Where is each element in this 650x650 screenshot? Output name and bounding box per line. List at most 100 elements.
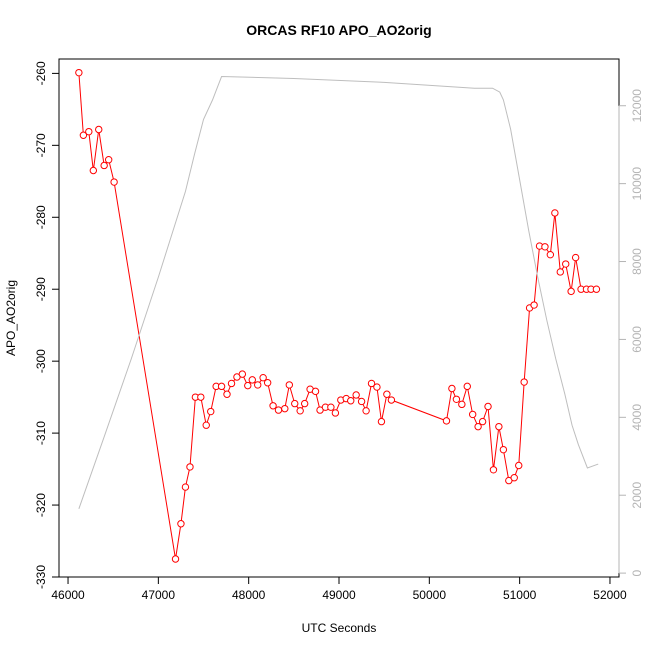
data-point: [259, 374, 267, 382]
data-point: [468, 410, 477, 419]
data-point: [442, 417, 451, 425]
data-point: [85, 127, 93, 136]
data-point: [510, 474, 518, 482]
data-point: [254, 381, 262, 389]
y-tick-label: -270: [34, 133, 48, 157]
data-point: [448, 384, 456, 393]
y-tick-label: -290: [34, 277, 48, 301]
data-point: [562, 260, 570, 268]
data-point: [463, 382, 471, 391]
y-tick-label: -330: [34, 565, 48, 589]
data-point: [495, 422, 503, 431]
data-point: [478, 417, 487, 426]
data-point: [186, 463, 194, 471]
data-point: [556, 268, 564, 276]
data-point: [347, 397, 355, 405]
y-axis-label: APO_AO2orig: [4, 280, 18, 356]
data-point: [274, 406, 283, 414]
series-layer: [75, 68, 601, 563]
x-tick-label: 46000: [51, 588, 85, 602]
data-point: [352, 391, 360, 399]
data-point: [452, 395, 461, 403]
data-point: [263, 379, 272, 387]
data-point: [79, 131, 88, 139]
data-point: [110, 178, 118, 186]
chart-title: ORCAS RF10 APO_AO2orig: [246, 22, 431, 38]
data-point: [238, 370, 247, 378]
data-point: [541, 243, 549, 251]
data-point: [546, 250, 555, 259]
data-point: [515, 461, 523, 470]
data-point: [171, 555, 180, 563]
x-tick-label: 50000: [413, 588, 447, 602]
x-tick-label: 49000: [322, 588, 356, 602]
data-point: [331, 409, 340, 417]
data-point: [207, 407, 215, 416]
y2-tick-label: 2000: [630, 482, 644, 509]
data-point: [362, 407, 370, 415]
y-tick-label: -300: [34, 349, 48, 373]
data-point: [300, 399, 309, 408]
y-axis-right: 0 2000 4000 6000 8000 10000 12000: [618, 89, 644, 576]
y2-tick-label: 8000: [630, 248, 644, 275]
data-point: [592, 285, 601, 293]
data-point: [551, 209, 559, 217]
data-point: [89, 166, 98, 175]
data-point: [244, 381, 252, 390]
data-point: [567, 287, 575, 296]
data-point: [520, 378, 528, 386]
data-point: [311, 387, 320, 396]
x-axis-label: UTC Seconds: [302, 621, 377, 635]
y2-tick-label: 12000: [630, 89, 644, 123]
data-point: [367, 379, 376, 388]
x-axis: 46000 47000 48000 49000 50000 51000 52000: [51, 576, 627, 602]
data-point: [387, 396, 396, 404]
y-tick-label: -310: [34, 421, 48, 445]
x-tick-label: 48000: [232, 588, 266, 602]
plot-area-frame: [58, 58, 620, 578]
data-point: [223, 390, 231, 398]
y2-tick-label: 10000: [630, 167, 644, 201]
data-point: [499, 445, 508, 454]
data-point: [285, 381, 294, 389]
data-point: [530, 301, 538, 309]
y-axis-left: -330 -320 -310 -300 -290 -280 -270 -260: [34, 61, 60, 589]
data-point: [217, 382, 226, 391]
data-point: [181, 483, 190, 491]
data-point: [383, 390, 391, 398]
y2-tick-label: 6000: [630, 326, 644, 353]
data-point: [281, 404, 289, 413]
data-point: [489, 466, 498, 474]
x-tick-label: 52000: [593, 588, 627, 602]
data-point: [177, 520, 185, 528]
data-point: [291, 399, 299, 408]
data-point: [227, 379, 236, 388]
data-point: [248, 376, 256, 384]
y2-tick-label: 0: [630, 569, 644, 576]
y2-tick-label: 4000: [630, 404, 644, 431]
data-point: [484, 402, 492, 411]
x-tick-label: 47000: [142, 588, 176, 602]
data-point: [474, 422, 482, 431]
data-point: [104, 156, 113, 164]
data-point: [296, 407, 304, 415]
data-point: [373, 383, 381, 391]
data-point: [95, 125, 103, 134]
data-point: [202, 421, 210, 429]
y-tick-label: -260: [34, 61, 48, 85]
y-tick-label: -320: [34, 493, 48, 517]
data-point: [377, 417, 386, 426]
data-point: [197, 393, 205, 401]
data-point: [571, 253, 580, 262]
secondary-series-line: [78, 76, 599, 510]
data-point: [357, 397, 366, 406]
x-tick-label: 51000: [503, 588, 537, 602]
data-point: [75, 68, 83, 77]
data-point: [269, 402, 277, 410]
data-point: [327, 403, 335, 411]
main-series-line: [78, 72, 597, 560]
y-tick-label: -280: [34, 205, 48, 229]
data-point: [100, 161, 108, 170]
data-point: [458, 400, 466, 409]
